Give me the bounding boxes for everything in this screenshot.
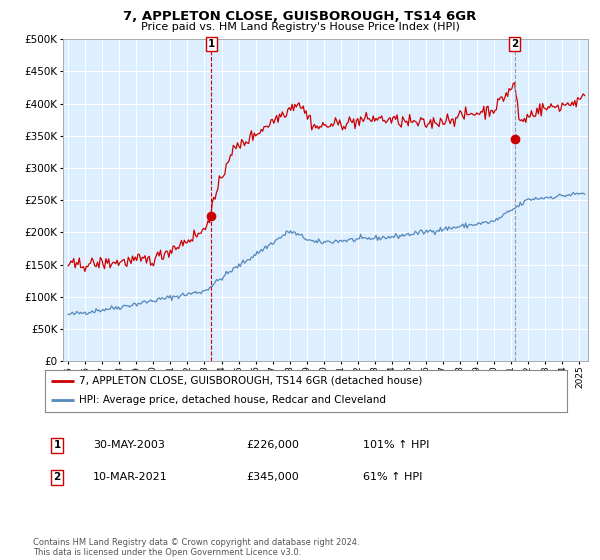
Text: 1: 1	[53, 440, 61, 450]
Text: £345,000: £345,000	[246, 472, 299, 482]
Text: 30-MAY-2003: 30-MAY-2003	[93, 440, 165, 450]
Text: 2: 2	[53, 472, 61, 482]
Text: £226,000: £226,000	[246, 440, 299, 450]
Text: 2: 2	[511, 39, 518, 49]
Text: 61% ↑ HPI: 61% ↑ HPI	[363, 472, 422, 482]
Text: 7, APPLETON CLOSE, GUISBOROUGH, TS14 6GR (detached house): 7, APPLETON CLOSE, GUISBOROUGH, TS14 6GR…	[79, 376, 422, 386]
Text: Contains HM Land Registry data © Crown copyright and database right 2024.
This d: Contains HM Land Registry data © Crown c…	[33, 538, 359, 557]
Text: HPI: Average price, detached house, Redcar and Cleveland: HPI: Average price, detached house, Redc…	[79, 395, 386, 405]
Text: 10-MAR-2021: 10-MAR-2021	[93, 472, 168, 482]
Text: 101% ↑ HPI: 101% ↑ HPI	[363, 440, 430, 450]
Text: 1: 1	[208, 39, 215, 49]
Text: Price paid vs. HM Land Registry's House Price Index (HPI): Price paid vs. HM Land Registry's House …	[140, 22, 460, 32]
Text: 7, APPLETON CLOSE, GUISBOROUGH, TS14 6GR: 7, APPLETON CLOSE, GUISBOROUGH, TS14 6GR	[124, 10, 476, 23]
